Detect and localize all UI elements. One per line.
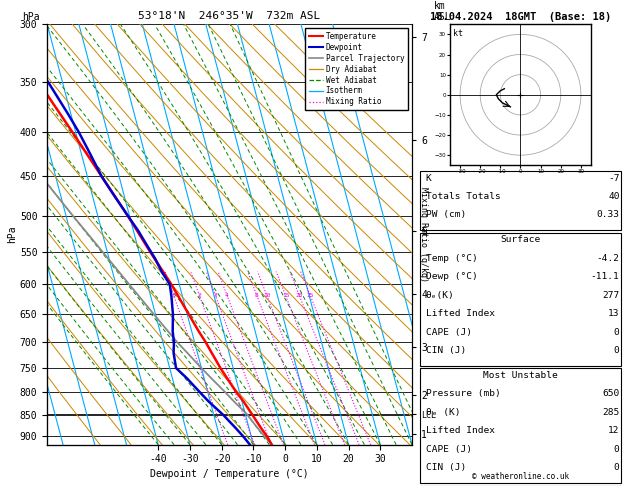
Text: Lifted Index: Lifted Index — [426, 309, 495, 318]
Text: 18.04.2024  18GMT  (Base: 18): 18.04.2024 18GMT (Base: 18) — [430, 12, 611, 22]
Text: 0: 0 — [614, 463, 620, 472]
Text: 2: 2 — [198, 293, 201, 298]
Text: CAPE (J): CAPE (J) — [426, 328, 472, 337]
Text: 13: 13 — [608, 309, 620, 318]
Text: Most Unstable: Most Unstable — [483, 371, 558, 380]
Text: 1: 1 — [172, 293, 175, 298]
Text: -11.1: -11.1 — [591, 272, 620, 281]
Text: 0: 0 — [614, 346, 620, 355]
X-axis label: Dewpoint / Temperature (°C): Dewpoint / Temperature (°C) — [150, 469, 309, 479]
Text: 0.33: 0.33 — [596, 210, 620, 220]
Text: 0: 0 — [614, 445, 620, 454]
Text: 10: 10 — [263, 293, 270, 298]
Legend: Temperature, Dewpoint, Parcel Trajectory, Dry Adiabat, Wet Adiabat, Isotherm, Mi: Temperature, Dewpoint, Parcel Trajectory… — [305, 28, 408, 110]
Text: 3: 3 — [213, 293, 217, 298]
Text: Dewp (°C): Dewp (°C) — [426, 272, 477, 281]
Text: 25: 25 — [306, 293, 314, 298]
Text: CIN (J): CIN (J) — [426, 346, 466, 355]
Text: Lifted Index: Lifted Index — [426, 426, 495, 435]
Text: θₑ (K): θₑ (K) — [426, 408, 460, 417]
Text: km
ASL: km ASL — [434, 0, 452, 22]
Text: 20: 20 — [296, 293, 303, 298]
Text: CAPE (J): CAPE (J) — [426, 445, 472, 454]
Text: -4.2: -4.2 — [596, 254, 620, 263]
Text: Mixing Ratio (g/kg): Mixing Ratio (g/kg) — [420, 187, 428, 282]
Text: 650: 650 — [603, 389, 620, 399]
Text: 15: 15 — [282, 293, 289, 298]
Text: Surface: Surface — [501, 235, 540, 244]
Text: Totals Totals: Totals Totals — [426, 192, 501, 201]
Text: Temp (°C): Temp (°C) — [426, 254, 477, 263]
Y-axis label: hPa: hPa — [7, 226, 17, 243]
Text: 4: 4 — [225, 293, 229, 298]
Text: kt: kt — [453, 29, 463, 37]
Text: -7: -7 — [608, 174, 620, 183]
Text: θₑ(K): θₑ(K) — [426, 291, 455, 300]
Text: 285: 285 — [603, 408, 620, 417]
Text: K: K — [426, 174, 431, 183]
Text: CIN (J): CIN (J) — [426, 463, 466, 472]
Text: 12: 12 — [608, 426, 620, 435]
Text: 40: 40 — [608, 192, 620, 201]
Text: PW (cm): PW (cm) — [426, 210, 466, 220]
Text: Pressure (mb): Pressure (mb) — [426, 389, 501, 399]
Text: 0: 0 — [614, 328, 620, 337]
Text: hPa: hPa — [21, 12, 39, 22]
Title: 53°18'N  246°35'W  732m ASL: 53°18'N 246°35'W 732m ASL — [138, 11, 321, 21]
Text: © weatheronline.co.uk: © weatheronline.co.uk — [472, 472, 569, 481]
Text: 8: 8 — [255, 293, 259, 298]
Text: 277: 277 — [603, 291, 620, 300]
